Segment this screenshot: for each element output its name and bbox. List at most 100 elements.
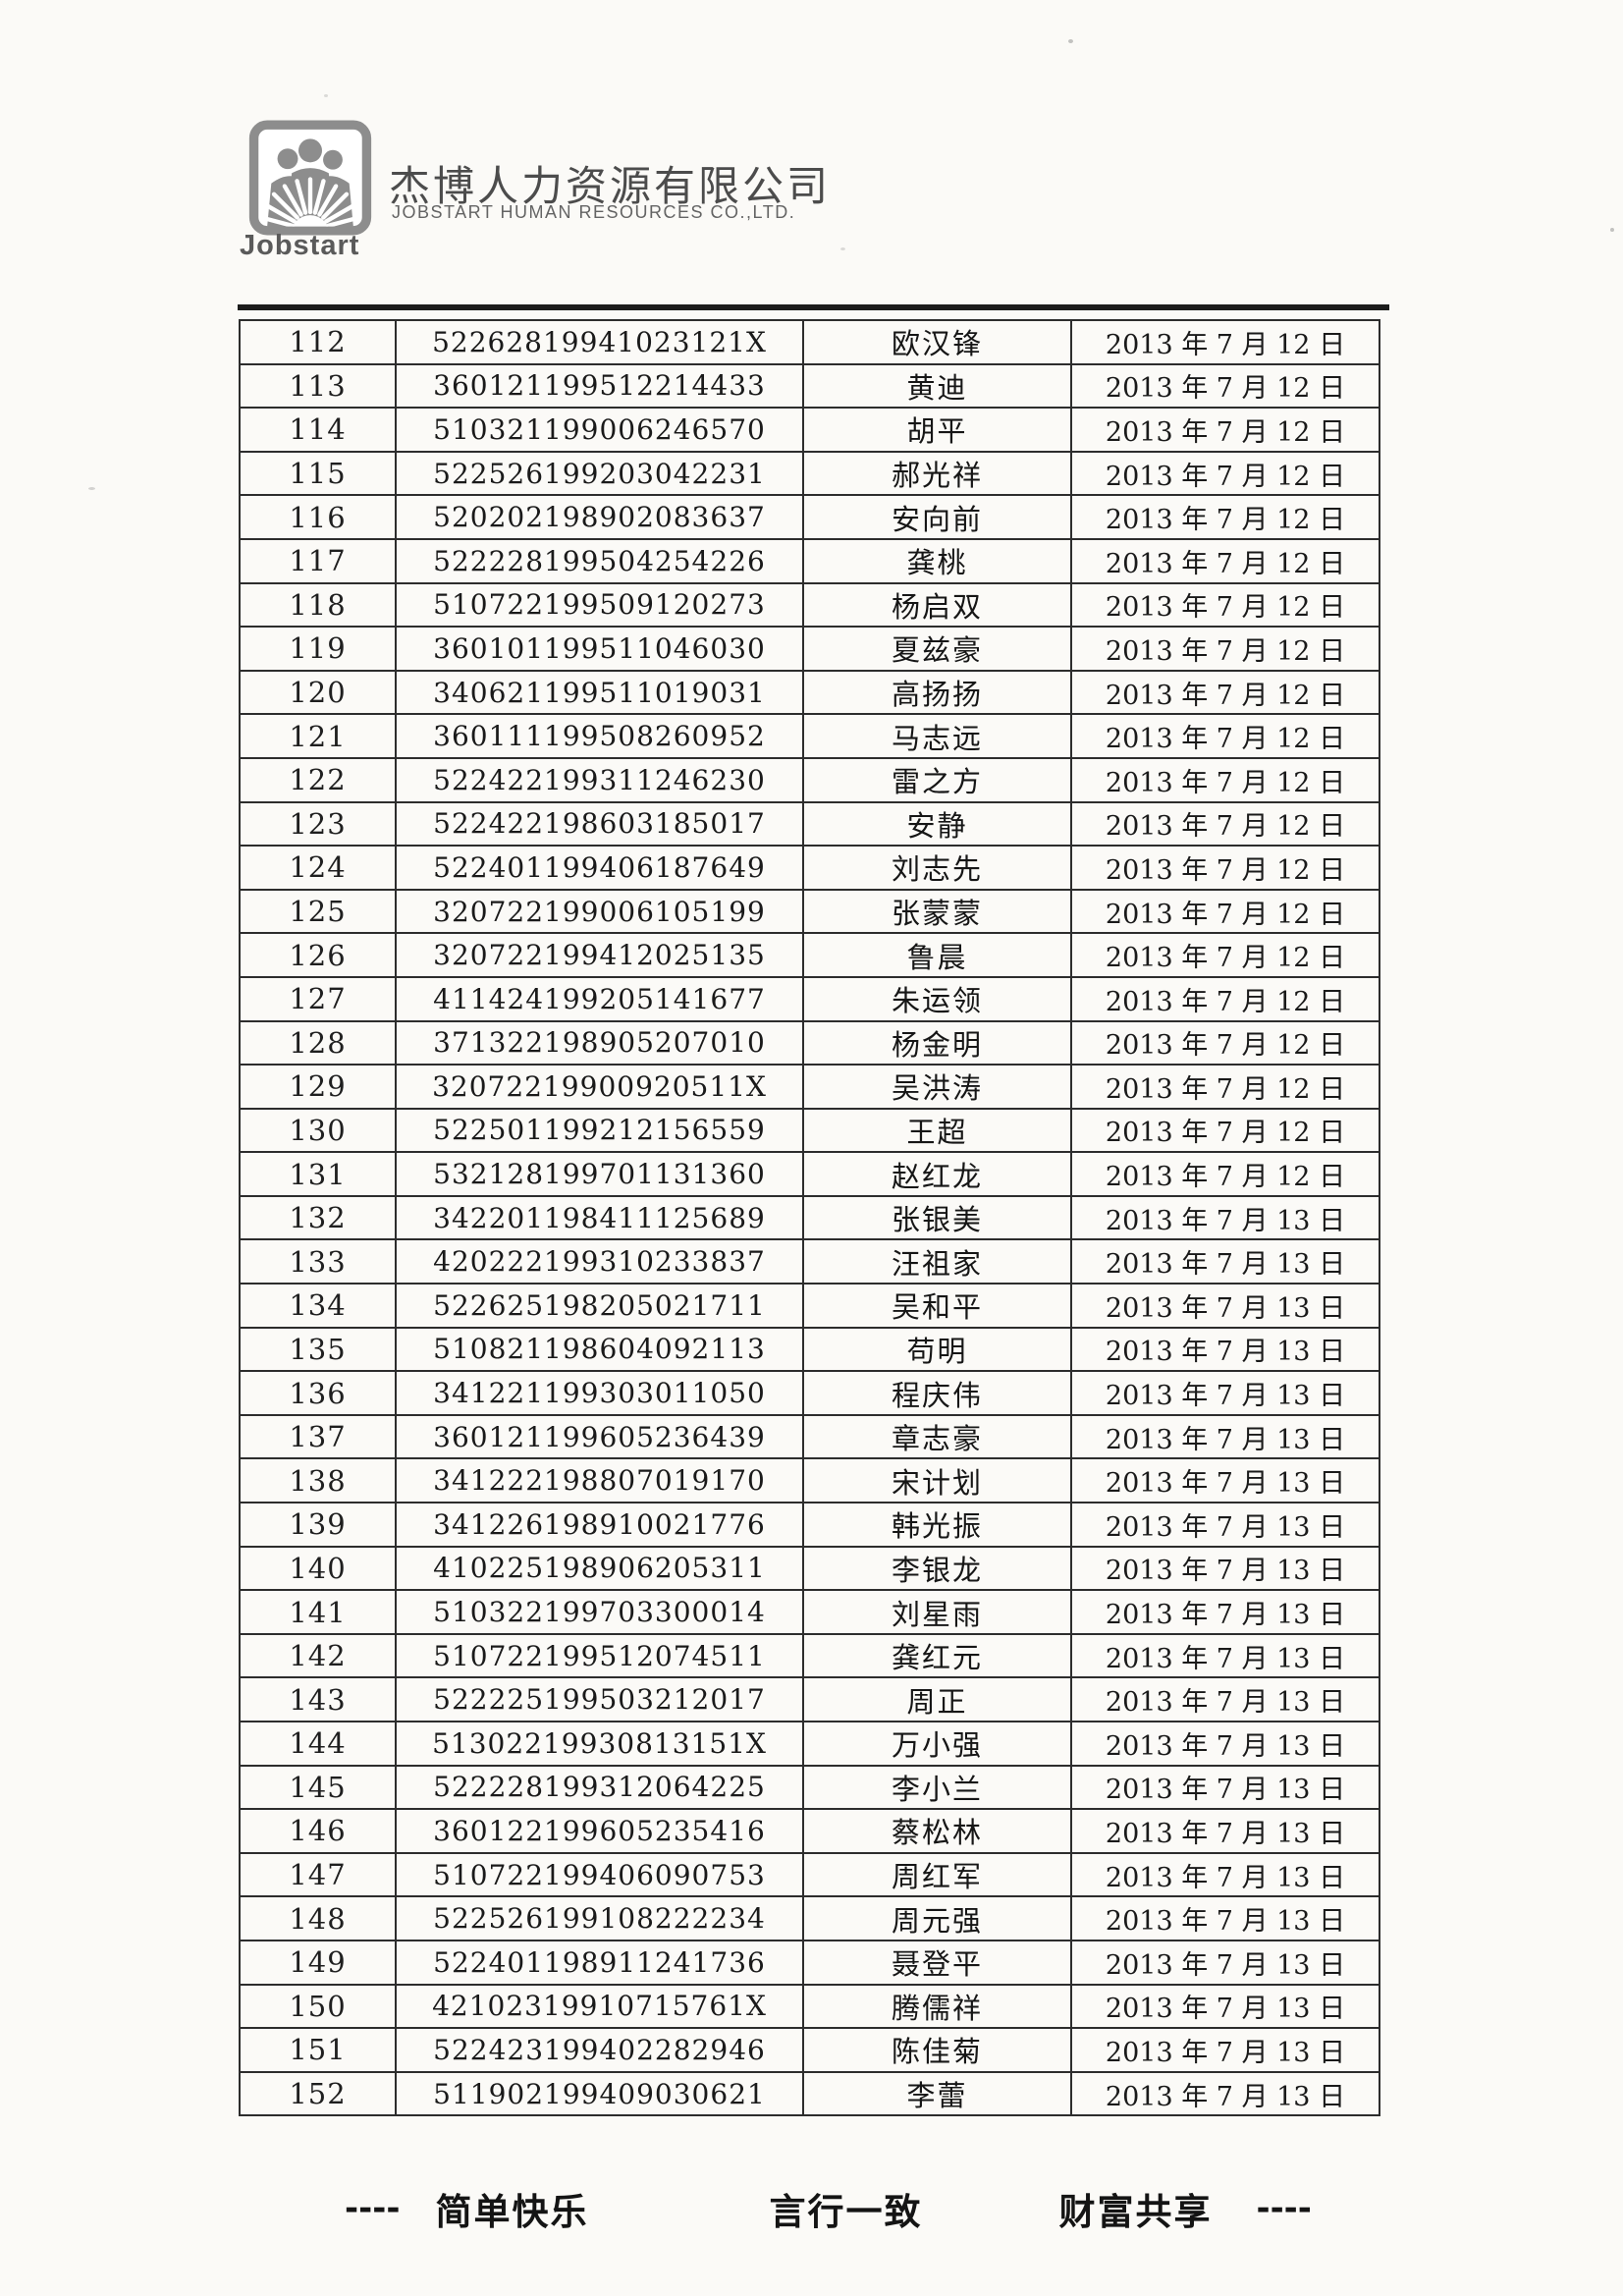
logo-wordmark: Jobstart (240, 230, 360, 261)
footer-dashes-left: ---- (345, 2189, 401, 2228)
scan-speck (324, 94, 328, 97)
row-number-cell: 143 (239, 1676, 397, 1722)
scan-speck (1610, 228, 1614, 232)
footer-motto-3: 财富共享 (1058, 2191, 1213, 2233)
date-cell: 2013 年 7 月 13 日 (1070, 1764, 1380, 1811)
name-cell: 刘志先 (802, 845, 1072, 891)
row-number-cell: 129 (239, 1064, 397, 1110)
row-number-cell: 120 (239, 669, 397, 716)
name-cell: 安静 (802, 800, 1072, 847)
table-row: 118 510722199509120273 杨启双 2013 年 7 月 12… (239, 581, 1380, 629)
name-cell: 李小兰 (802, 1764, 1072, 1811)
table-row: 138 341222198807019170 宋计划 2013 年 7 月 13… (239, 1457, 1380, 1504)
id-number-cell: 341222198807019170 (395, 1457, 804, 1504)
id-number-cell: 522422198603185017 (395, 800, 804, 847)
name-cell: 韩光振 (802, 1502, 1072, 1548)
row-number-cell: 125 (239, 888, 397, 935)
name-cell: 周元强 (802, 1895, 1072, 1941)
company-name-english: JOBSTART HUMAN RESOURCES CO.,LTD. (392, 202, 796, 222)
id-number-cell: 360122199605235416 (395, 1808, 804, 1854)
id-number-cell: 520202198902083637 (395, 494, 804, 540)
row-number-cell: 112 (239, 319, 397, 365)
table-row: 141 510322199703300014 刘星雨 2013 年 7 月 13… (239, 1589, 1380, 1635)
scan-speck (840, 247, 845, 250)
row-number-cell: 140 (239, 1545, 397, 1592)
row-number-cell: 124 (239, 845, 397, 891)
date-cell: 2013 年 7 月 13 日 (1070, 1370, 1380, 1416)
date-cell: 2013 年 7 月 13 日 (1070, 1895, 1380, 1941)
date-cell: 2013 年 7 月 13 日 (1070, 1457, 1380, 1504)
row-number-cell: 122 (239, 756, 397, 803)
row-number-cell: 118 (239, 581, 397, 629)
id-number-cell: 340621199511019031 (395, 669, 804, 716)
row-number-cell: 126 (239, 932, 397, 978)
company-name-chinese: 杰博人力资源有限公司 (389, 162, 832, 210)
date-cell: 2013 年 7 月 13 日 (1070, 2070, 1380, 2117)
row-number-cell: 142 (239, 1632, 397, 1679)
id-number-cell: 341226198910021776 (395, 1502, 804, 1548)
date-cell: 2013 年 7 月 12 日 (1070, 537, 1380, 584)
name-cell: 鲁晨 (802, 932, 1072, 978)
name-cell: 张蒙蒙 (802, 888, 1072, 935)
table-row: 126 320722199412025135 鲁晨 2013 年 7 月 12 … (239, 932, 1380, 978)
scan-speck (88, 487, 95, 490)
id-number-cell: 522625198205021711 (395, 1283, 804, 1329)
id-number-cell: 341221199303011050 (395, 1370, 804, 1416)
date-cell: 2013 年 7 月 13 日 (1070, 1851, 1380, 1898)
name-cell: 杨启双 (802, 581, 1072, 629)
row-number-cell: 132 (239, 1194, 397, 1241)
date-cell: 2013 年 7 月 12 日 (1070, 450, 1380, 497)
table-row: 117 522228199504254226 龚桃 2013 年 7 月 12 … (239, 537, 1380, 584)
row-number-cell: 146 (239, 1808, 397, 1854)
name-cell: 章志豪 (802, 1413, 1072, 1460)
name-cell: 高扬扬 (802, 669, 1072, 716)
table-row: 147 510722199406090753 周红军 2013 年 7 月 13… (239, 1851, 1380, 1898)
table-row: 132 342201198411125689 张银美 2013 年 7 月 13… (239, 1194, 1380, 1241)
date-cell: 2013 年 7 月 12 日 (1070, 756, 1380, 803)
id-number-cell: 522423199402282946 (395, 2027, 804, 2073)
date-cell: 2013 年 7 月 13 日 (1070, 1194, 1380, 1241)
table-row: 133 420222199310233837 汪祖家 2013 年 7 月 13… (239, 1238, 1380, 1285)
row-number-cell: 130 (239, 1107, 397, 1154)
id-number-cell: 52262819941023121X (395, 319, 804, 365)
date-cell: 2013 年 7 月 12 日 (1070, 407, 1380, 453)
row-number-cell: 123 (239, 800, 397, 847)
table-row: 137 360121199605236439 章志豪 2013 年 7 月 13… (239, 1413, 1380, 1460)
name-cell: 朱运领 (802, 975, 1072, 1022)
date-cell: 2013 年 7 月 13 日 (1070, 1939, 1380, 1986)
table-row: 123 522422198603185017 安静 2013 年 7 月 12 … (239, 800, 1380, 847)
row-number-cell: 150 (239, 1983, 397, 2030)
date-cell: 2013 年 7 月 13 日 (1070, 1589, 1380, 1635)
row-number-cell: 144 (239, 1721, 397, 1767)
name-cell: 陈佳菊 (802, 2027, 1072, 2073)
header-divider-rule (238, 304, 1389, 310)
date-cell: 2013 年 7 月 12 日 (1070, 1064, 1380, 1110)
row-number-cell: 148 (239, 1895, 397, 1941)
id-number-cell: 320722199006105199 (395, 888, 804, 935)
table-row: 113 360121199512214433 黄迪 2013 年 7 月 12 … (239, 362, 1380, 410)
row-number-cell: 149 (239, 1939, 397, 1986)
table-row: 151 522423199402282946 陈佳菊 2013 年 7 月 13… (239, 2027, 1380, 2073)
date-cell: 2013 年 7 月 12 日 (1070, 1151, 1380, 1197)
table-row: 116 520202198902083637 安向前 2013 年 7 月 12… (239, 494, 1380, 540)
table-row: 136 341221199303011050 程庆伟 2013 年 7 月 13… (239, 1370, 1380, 1416)
date-cell: 2013 年 7 月 12 日 (1070, 362, 1380, 410)
table-row: 119 360101199511046030 夏兹豪 2013 年 7 月 12… (239, 626, 1380, 672)
id-number-cell: 522225199503212017 (395, 1676, 804, 1722)
id-number-cell: 360101199511046030 (395, 626, 804, 672)
table-row: 122 522422199311246230 雷之方 2013 年 7 月 12… (239, 756, 1380, 803)
row-number-cell: 131 (239, 1151, 397, 1197)
row-number-cell: 138 (239, 1457, 397, 1504)
date-cell: 2013 年 7 月 12 日 (1070, 888, 1380, 935)
date-cell: 2013 年 7 月 12 日 (1070, 581, 1380, 629)
date-cell: 2013 年 7 月 12 日 (1070, 800, 1380, 847)
name-cell: 李银龙 (802, 1545, 1072, 1592)
date-cell: 2013 年 7 月 13 日 (1070, 1983, 1380, 2030)
date-cell: 2013 年 7 月 12 日 (1070, 932, 1380, 978)
row-number-cell: 145 (239, 1764, 397, 1811)
row-number-cell: 135 (239, 1326, 397, 1373)
name-cell: 胡平 (802, 407, 1072, 453)
row-number-cell: 147 (239, 1851, 397, 1898)
row-number-cell: 113 (239, 362, 397, 410)
table-row: 140 410225198906205311 李银龙 2013 年 7 月 13… (239, 1545, 1380, 1592)
